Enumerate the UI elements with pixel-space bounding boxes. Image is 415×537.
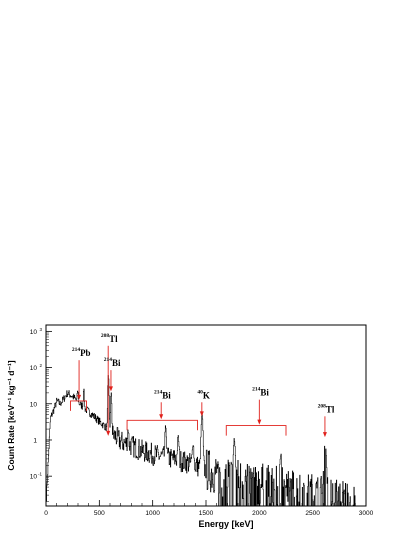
y-tick-label: 10 xyxy=(30,474,38,481)
isotope-mass-number: 40 xyxy=(197,389,203,395)
isotope-label: Bi xyxy=(162,390,171,400)
x-tick-label: 1500 xyxy=(199,510,214,517)
x-tick-label: 2000 xyxy=(252,510,267,517)
peak-bracket xyxy=(70,400,87,411)
peak-arrow-head xyxy=(322,432,327,438)
isotope-label: K xyxy=(203,390,210,400)
x-axis-label: Energy [keV] xyxy=(198,519,253,529)
y-axis-label: Count Rate [keV⁻¹ kg⁻¹ d⁻¹] xyxy=(6,360,16,470)
peak-arrow-head xyxy=(159,414,164,420)
isotope-label: Tl xyxy=(326,404,335,414)
isotope-mass-number: 208 xyxy=(101,333,110,339)
y-tick-label: 10 xyxy=(30,365,38,372)
peak-arrow-head xyxy=(199,411,204,417)
x-tick-label: 3000 xyxy=(359,510,374,517)
isotope-label: Tl xyxy=(109,334,118,344)
isotope-mass-number: 214 xyxy=(72,347,81,353)
isotope-label: Bi xyxy=(260,388,269,398)
y-tick-label: 10 xyxy=(30,401,38,408)
peak-arrow-head xyxy=(77,394,82,400)
peak-arrow-head xyxy=(257,419,262,425)
peak-arrow-head xyxy=(108,386,113,392)
peak-arrow-head xyxy=(106,430,111,436)
isotope-label: Pb xyxy=(80,348,91,358)
x-tick-label: 1000 xyxy=(145,510,160,517)
isotope-label: Bi xyxy=(112,358,121,368)
x-tick-label: 0 xyxy=(44,510,48,517)
y-tick-exponent: 3 xyxy=(39,327,42,332)
y-tick-exponent: -1 xyxy=(38,472,42,477)
spectrum-line xyxy=(46,375,356,507)
isotope-mass-number: 214 xyxy=(252,387,261,393)
y-tick-label: 1 xyxy=(33,437,37,444)
spectrum-series xyxy=(46,375,356,507)
isotope-mass-number: 208 xyxy=(318,403,327,409)
y-tick-label: 10 xyxy=(30,329,38,336)
x-tick-label: 2500 xyxy=(305,510,320,517)
isotope-mass-number: 214 xyxy=(154,389,163,395)
x-tick-label: 500 xyxy=(94,510,105,517)
peak-bracket xyxy=(126,419,198,431)
y-tick-exponent: 2 xyxy=(39,363,42,368)
peak-bracket xyxy=(225,425,287,436)
isotope-mass-number: 214 xyxy=(104,357,113,363)
